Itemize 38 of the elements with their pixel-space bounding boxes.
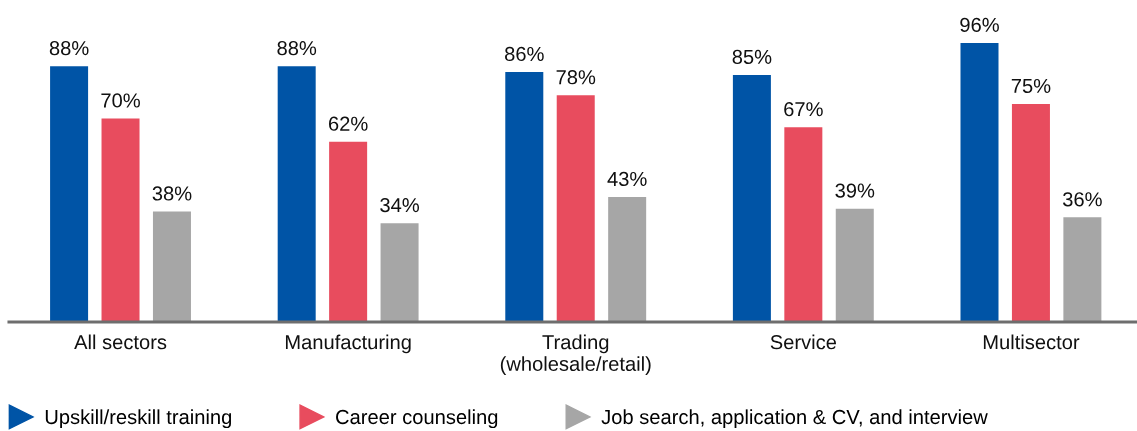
data-label: 36% — [1062, 192, 1102, 207]
bar — [277, 66, 316, 322]
x-tick-label: Service — [770, 334, 837, 350]
legend-label: Upskill/reskill training — [45, 409, 232, 429]
data-label: 86% — [505, 46, 544, 62]
data-label: 88% — [49, 41, 89, 56]
bar — [152, 211, 191, 322]
data-label: 67% — [784, 102, 823, 117]
data-label: 38% — [152, 186, 192, 201]
data-label: 62% — [329, 116, 368, 131]
bar — [608, 197, 647, 322]
x-tick-label: Multisector — [983, 334, 1080, 350]
bar — [784, 127, 823, 322]
bar — [50, 66, 89, 322]
bar — [732, 74, 771, 322]
bar — [329, 141, 368, 322]
data-label: 39% — [835, 183, 875, 198]
data-label: 88% — [277, 41, 317, 56]
data-label: 34% — [380, 197, 419, 213]
bar — [1011, 103, 1050, 322]
bar — [505, 72, 544, 322]
data-label: 85% — [732, 49, 772, 64]
x-tick-label: All sectors — [74, 334, 167, 350]
bar — [960, 42, 999, 322]
x-tick-label: Manufacturing — [285, 334, 411, 354]
data-label: 96% — [960, 17, 999, 33]
bar — [101, 118, 140, 322]
data-label: 78% — [556, 70, 596, 85]
data-label: 75% — [1011, 78, 1051, 94]
legend-label: Career counseling — [336, 409, 498, 429]
bar — [1063, 217, 1102, 322]
bar — [556, 95, 595, 322]
bar — [380, 223, 419, 322]
data-label: 43% — [607, 171, 647, 187]
bar — [835, 208, 874, 322]
data-label: 70% — [101, 93, 140, 108]
x-tick-label: Trading (wholesale/retail) — [500, 334, 651, 375]
legend-label: Job search, application & CV, and interview — [601, 409, 988, 429]
